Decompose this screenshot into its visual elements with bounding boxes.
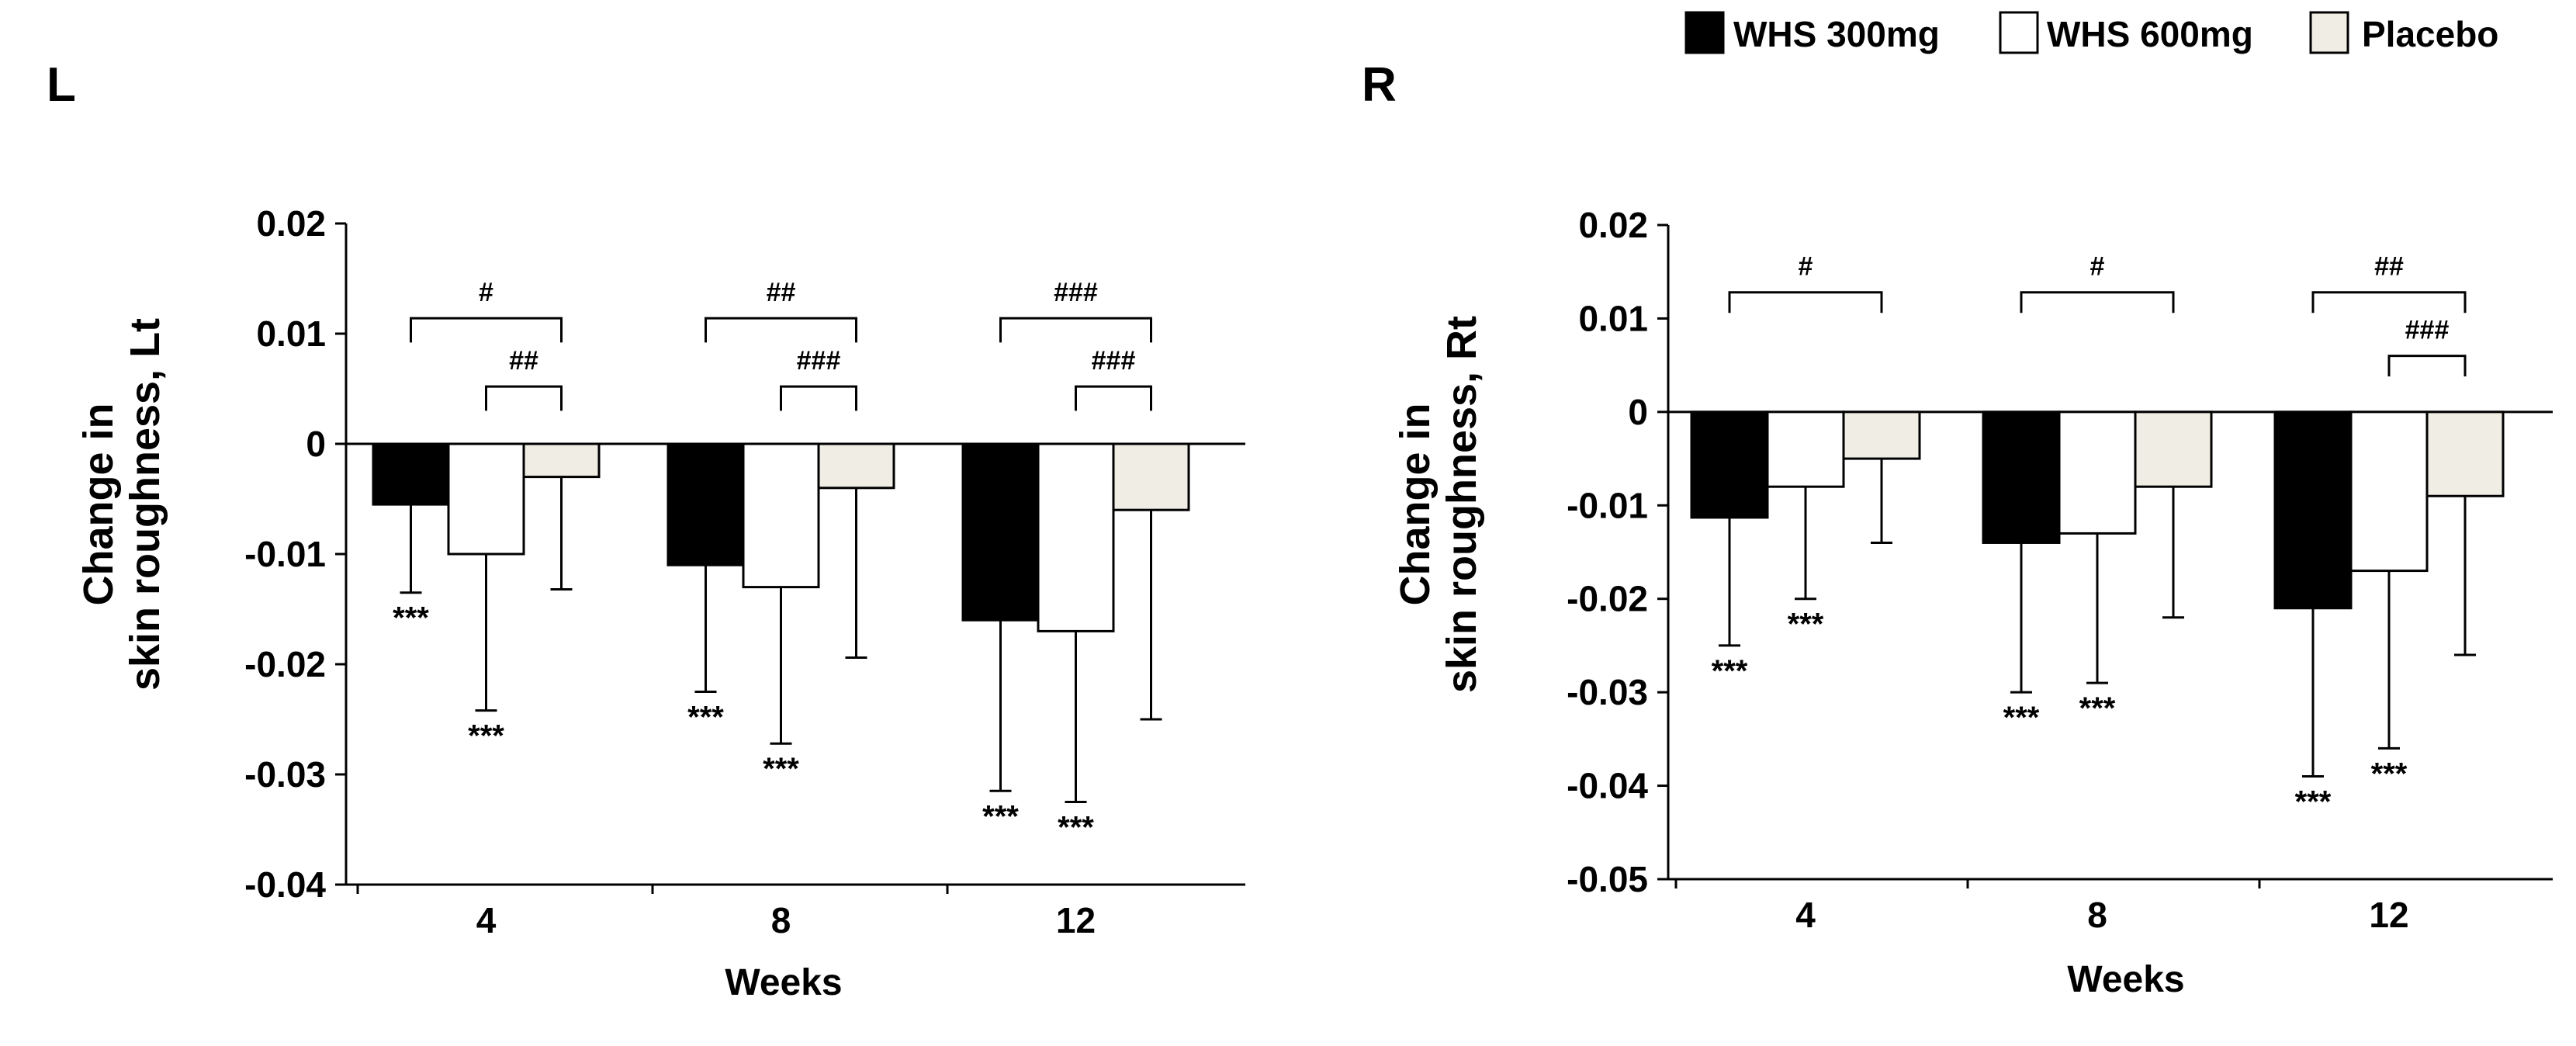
legend-label-whs-600mg: WHS 600mg <box>2047 14 2253 54</box>
comparison-bracket-left <box>485 385 563 411</box>
legend-swatch-placebo <box>2309 11 2349 54</box>
significance-stars-whs-600mg-week-12: *** <box>2371 757 2408 791</box>
y-axis-title-right: Change in skin roughness, Rt <box>1392 316 1485 693</box>
panel-title-right: R <box>1362 58 1397 112</box>
y-tick-label-right: 0 <box>1628 392 1648 432</box>
x-tick-label-right: 12 <box>2369 895 2408 935</box>
bar-whs-600mg-week-4 <box>447 442 525 556</box>
comparison-label-right: ## <box>2374 252 2404 282</box>
significance-stars-whs-300mg-week-12: *** <box>2295 785 2332 819</box>
comparison-label-left: ### <box>797 346 841 376</box>
comparison-label-left: ### <box>1092 346 1136 376</box>
significance-stars-whs-300mg-week-4: *** <box>1712 654 1748 688</box>
legend-swatch-whs-600mg <box>1999 11 2039 54</box>
y-axis-title-right-line1: Change in <box>1392 403 1439 605</box>
bar-whs-600mg-week-12 <box>2349 410 2429 573</box>
bar-placebo-week-8 <box>2134 410 2213 488</box>
significance-stars-whs-600mg-week-4: *** <box>1788 608 1824 642</box>
x-tick-label-right: 4 <box>1795 895 1816 935</box>
y-tick-label-left: -0.03 <box>244 754 326 795</box>
y-tick-label-right: -0.01 <box>1567 485 1648 525</box>
significance-stars-whs-600mg-week-8: *** <box>763 752 799 786</box>
bar-placebo-week-8 <box>817 442 895 490</box>
comparison-label-right: # <box>2090 252 2105 282</box>
comparison-label-right: # <box>1799 252 1813 282</box>
y-axis-title-right-line2: skin roughness, Rt <box>1439 316 1485 693</box>
bar-whs-300mg-week-8 <box>667 442 745 566</box>
comparison-label-right: ### <box>2405 316 2450 345</box>
bar-whs-300mg-week-12 <box>2273 410 2353 610</box>
x-axis-title-left: Weeks <box>725 962 842 1003</box>
bar-whs-300mg-week-4 <box>1690 410 1769 519</box>
bar-whs-600mg-week-12 <box>1037 442 1115 632</box>
comparison-label-left: # <box>479 278 493 307</box>
x-tick-label-left: 4 <box>476 900 497 940</box>
comparison-bracket-right <box>2387 355 2467 377</box>
y-tick-label-right: -0.02 <box>1567 579 1648 619</box>
bar-placebo-week-12 <box>2425 410 2505 497</box>
legend: WHS 300mg WHS 600mg Placebo <box>1684 11 2498 54</box>
comparison-bracket-right <box>2311 291 2467 313</box>
bar-placebo-week-4 <box>1842 410 1921 460</box>
y-tick-label-left: -0.01 <box>244 534 326 574</box>
significance-stars-whs-300mg-week-8: *** <box>2003 701 2040 735</box>
legend-label-placebo: Placebo <box>2362 14 2498 54</box>
significance-stars-whs-600mg-week-8: *** <box>2079 691 2116 726</box>
y-tick-label-left: 0.01 <box>256 313 326 354</box>
significance-stars-whs-300mg-week-4: *** <box>393 601 429 636</box>
bar-whs-600mg-week-8 <box>2058 410 2137 535</box>
x-tick-label-left: 12 <box>1056 900 1096 940</box>
y-tick-label-right: -0.04 <box>1567 766 1648 806</box>
comparison-bracket-left <box>705 317 857 343</box>
chart-right: R Change in skin roughness, Rt 0.020.010… <box>1362 58 2553 1000</box>
panel-title-left: L <box>47 58 76 112</box>
y-tick-label-left: -0.02 <box>244 644 326 684</box>
significance-stars-whs-600mg-week-12: *** <box>1058 811 1094 845</box>
x-tick-label-left: 8 <box>771 900 791 940</box>
y-tick-label-left: 0 <box>306 424 326 464</box>
comparison-label-left: ## <box>509 346 538 376</box>
significance-stars-whs-300mg-week-8: *** <box>687 701 724 735</box>
y-tick-label-right: 0.02 <box>1578 205 1648 245</box>
comparison-label-left: ## <box>767 278 796 307</box>
y-axis-title-left: Change in skin roughness, Lt <box>75 318 168 691</box>
comparison-label-left: ### <box>1054 278 1098 307</box>
x-tick-label-right: 8 <box>2087 895 2107 935</box>
bar-whs-300mg-week-8 <box>1982 410 2061 544</box>
legend-label-whs-300mg: WHS 300mg <box>1733 14 1940 54</box>
y-tick-label-right: 0.01 <box>1578 298 1648 338</box>
x-axis-title-right: Weeks <box>2067 959 2184 1000</box>
y-tick-label-right: -0.03 <box>1567 672 1648 712</box>
bar-whs-600mg-week-4 <box>1766 410 1845 488</box>
bar-whs-300mg-week-4 <box>372 442 450 506</box>
significance-stars-whs-300mg-week-12: *** <box>982 799 1019 833</box>
comparison-bracket-left <box>1075 385 1152 411</box>
bar-whs-300mg-week-12 <box>961 442 1040 622</box>
y-tick-label-right: -0.05 <box>1567 859 1648 899</box>
y-axis-title-left-line1: Change in <box>75 403 122 605</box>
comparison-bracket-right <box>1728 291 1883 313</box>
bar-placebo-week-4 <box>522 442 601 479</box>
comparison-bracket-left <box>999 317 1152 343</box>
comparison-bracket-left <box>780 385 857 411</box>
y-tick-label-left: 0.02 <box>256 203 326 244</box>
legend-swatch-whs-300mg <box>1684 11 1725 54</box>
y-axis-title-left-line2: skin roughness, Lt <box>122 318 168 691</box>
bar-placebo-week-12 <box>1112 442 1190 511</box>
chart-left: L Change in skin roughness, Lt 0.020.010… <box>47 58 1245 1003</box>
comparison-bracket-right <box>2020 291 2175 313</box>
bar-whs-600mg-week-8 <box>742 442 820 589</box>
y-tick-label-left: -0.04 <box>244 864 326 905</box>
plot-area-left: 0.02 0.01 0 -0.01 -0.02 -0.03 -0.04 4 *** *** 8 ***… <box>244 203 1245 940</box>
plot-area-right: 0.02 0.01 0 -0.01 -0.02 -0.03 -0.04 -0.05 4 *** **… <box>1567 205 2553 935</box>
comparison-bracket-left <box>410 317 563 343</box>
significance-stars-whs-600mg-week-4: *** <box>468 719 504 753</box>
